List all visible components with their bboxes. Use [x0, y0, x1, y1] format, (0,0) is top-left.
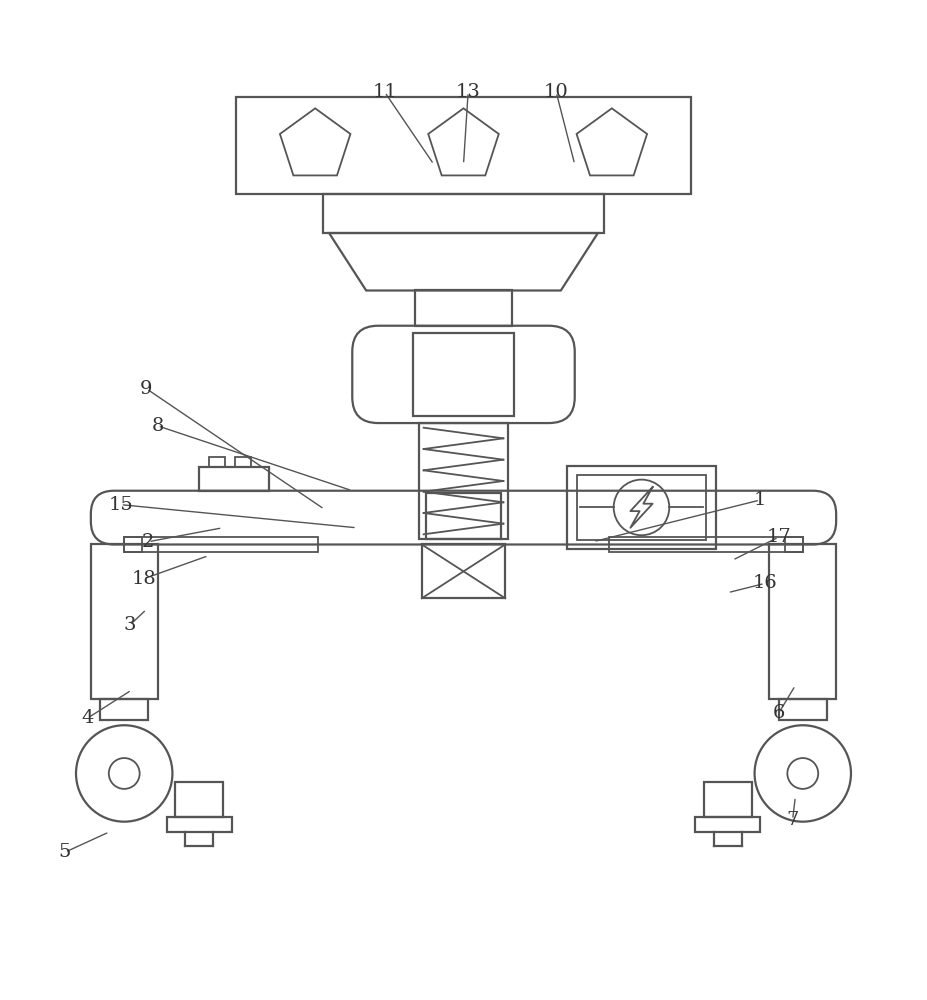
Bar — [695, 817, 760, 832]
Text: 18: 18 — [132, 570, 156, 588]
Text: 17: 17 — [767, 528, 791, 546]
Bar — [419, 423, 508, 539]
Bar — [415, 290, 512, 326]
Text: 1: 1 — [754, 491, 767, 509]
Text: 13: 13 — [456, 83, 480, 101]
Bar — [567, 466, 716, 549]
Bar — [704, 782, 752, 817]
Text: 11: 11 — [373, 83, 397, 101]
Bar — [577, 475, 706, 540]
Text: 15: 15 — [108, 496, 133, 514]
Bar — [236, 97, 691, 194]
Text: 3: 3 — [123, 616, 136, 634]
Bar — [199, 467, 269, 491]
Bar — [426, 493, 501, 539]
Bar — [91, 544, 158, 699]
Bar — [235, 457, 251, 467]
Bar — [323, 194, 604, 233]
Bar — [167, 817, 232, 832]
Text: 4: 4 — [82, 709, 95, 727]
Text: 2: 2 — [142, 533, 155, 551]
Text: 6: 6 — [772, 704, 785, 722]
Bar — [209, 457, 225, 467]
Bar — [100, 699, 148, 720]
Text: 16: 16 — [753, 574, 777, 592]
Text: 7: 7 — [786, 811, 799, 829]
Bar — [422, 544, 505, 598]
Bar — [769, 544, 836, 699]
Bar — [175, 782, 223, 817]
Text: 9: 9 — [140, 380, 153, 398]
Text: 5: 5 — [58, 843, 71, 861]
Text: 10: 10 — [544, 83, 568, 101]
Text: 8: 8 — [151, 417, 164, 435]
Bar — [413, 333, 514, 416]
Bar — [779, 699, 827, 720]
